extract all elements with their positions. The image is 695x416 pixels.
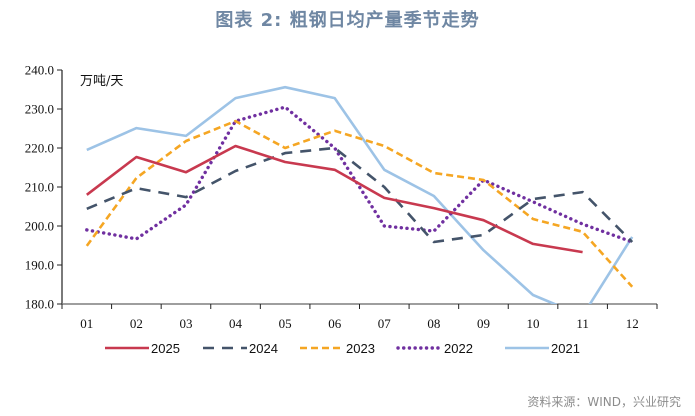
chart-title: 图表 2: 粗钢日均产量季节走势 [215, 10, 480, 31]
y-tick-label: 230.0 [25, 102, 54, 117]
legend-item-2025: 2025 [105, 341, 180, 356]
series-line-2022 [85, 105, 634, 244]
x-tick-label: 01 [80, 316, 93, 331]
source-note: 资料来源：WIND，兴业研究 [527, 395, 681, 409]
series-line-2024 [86, 146, 634, 244]
legend-item-2022: 2022 [396, 341, 473, 356]
x-tick-label: 11 [576, 316, 589, 331]
unit-label: 万吨/天 [80, 74, 123, 89]
legend-item-2024: 2024 [203, 341, 278, 356]
y-tick-label: 190.0 [25, 258, 54, 273]
x-tick-label: 08 [427, 316, 440, 331]
series-line-2021 [86, 85, 634, 304]
y-tick-label: 240.0 [25, 63, 54, 78]
y-tick-label: 180.0 [25, 297, 54, 312]
series-line-2025 [86, 144, 583, 254]
x-tick-label: 10 [527, 316, 540, 331]
legend-item-2023: 2023 [300, 341, 375, 356]
axes: 180.0 190.0 200.0 210.0 220.0 230.0 240.0 01 02 0… [25, 63, 658, 331]
x-tick-label: 03 [179, 316, 192, 331]
legend-label: 2024 [249, 341, 278, 356]
x-tick-label: 09 [477, 316, 490, 331]
legend-label: 2021 [551, 341, 580, 356]
y-tick-label: 210.0 [25, 180, 54, 195]
y-tick-label: 220.0 [25, 141, 54, 156]
legend-label: 2025 [151, 341, 180, 356]
series-line-2023 [85, 119, 634, 288]
legend: 2025 2024 2023 2022 2021 [105, 341, 580, 356]
x-tick-label: 06 [328, 316, 342, 331]
x-tick-label: 07 [378, 316, 392, 331]
x-tick-label: 12 [626, 316, 639, 331]
x-tick-label: 05 [279, 316, 292, 331]
legend-label: 2022 [444, 341, 473, 356]
series-layer [85, 85, 634, 304]
legend-label: 2023 [346, 341, 375, 356]
y-tick-label: 200.0 [25, 219, 54, 234]
legend-item-2021: 2021 [505, 341, 580, 356]
x-tick-label: 04 [229, 316, 243, 331]
x-tick-label: 02 [130, 316, 143, 331]
